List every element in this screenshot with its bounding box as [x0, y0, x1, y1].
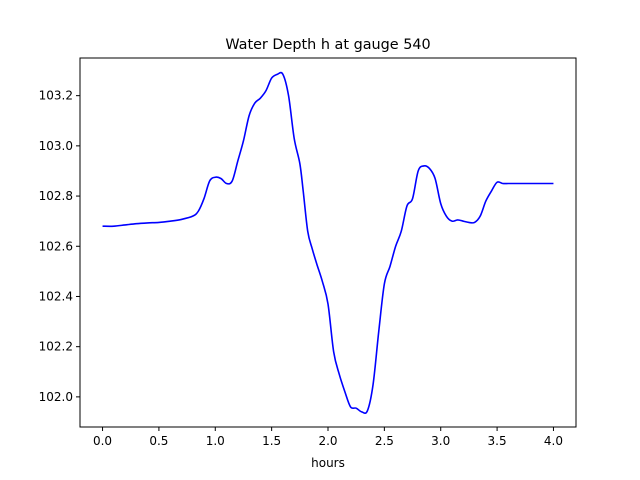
x-axis-ticks: 0.0 0.5 1.0 1.5 2.0 2.5 3.0 3.5 4.0	[93, 427, 563, 448]
x-tick-label: 2.5	[375, 434, 394, 448]
x-tick-label: 1.5	[262, 434, 281, 448]
x-tick-label: 4.0	[544, 434, 563, 448]
y-tick-label: 103.2	[39, 89, 73, 103]
water-depth-line	[102, 71, 554, 415]
plot-area: 0.0 0.5 1.0 1.5 2.0 2.5 3.0 3.5 4.0 102.0102.210…	[39, 57, 577, 448]
x-tick-label: 3.5	[488, 434, 507, 448]
y-tick-label: 102.8	[39, 189, 73, 203]
y-axis-ticks: 102.0 102.2 102.4 102.6 102.8 103.0 103.2	[39, 89, 80, 404]
x-tick-label: 3.0	[431, 434, 450, 448]
x-axis-label: hours	[311, 456, 345, 470]
x-tick-label: 0.5	[149, 434, 168, 448]
y-tick-label: 103.0	[39, 139, 73, 153]
y-tick-label: 102.0	[39, 390, 73, 404]
y-tick-label: 102.6	[39, 239, 73, 253]
series-layer	[102, 71, 554, 415]
x-tick-label: 2.0	[318, 434, 337, 448]
chart-title: Water Depth h at gauge 540	[225, 37, 430, 53]
y-tick-label: 102.4	[39, 289, 73, 303]
x-tick-label: 0.0	[93, 434, 112, 448]
x-tick-label: 1.0	[206, 434, 225, 448]
y-tick-label: 102.2	[39, 340, 73, 354]
